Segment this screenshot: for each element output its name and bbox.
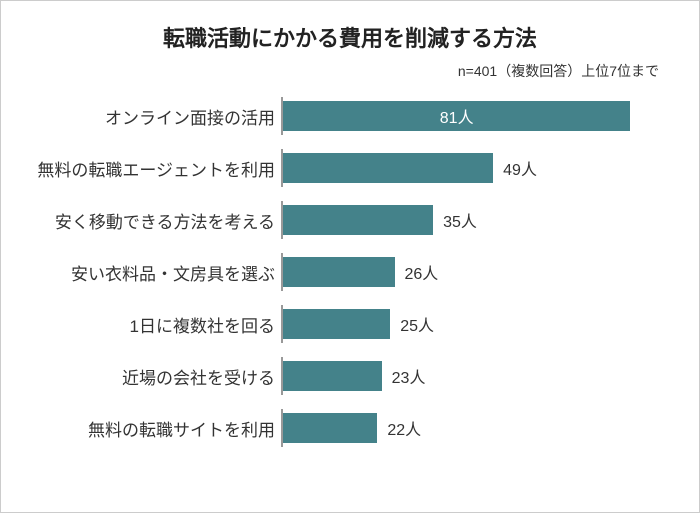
- bar-value: 35人: [443, 208, 477, 232]
- bar-value: 23人: [392, 364, 426, 388]
- bar-label: 近場の会社を受ける: [31, 364, 281, 389]
- bar-label: 1日に複数社を回る: [31, 312, 281, 337]
- bar-label: 安く移動できる方法を考える: [31, 208, 281, 233]
- bar-label: 無料の転職サイトを利用: [31, 416, 281, 441]
- bar-rows: オンライン面接の活用 81人無料の転職エージェントを利用 49人安く移動できる方法を…: [31, 97, 669, 447]
- bar: 81人: [283, 101, 630, 131]
- bar-label: オンライン面接の活用: [31, 104, 281, 129]
- bar-area: 23人: [281, 357, 669, 395]
- bar-row: 安い衣料品・文房具を選ぶ 26人: [31, 253, 669, 291]
- bar-area: 25人: [281, 305, 669, 343]
- bar-value: 25人: [400, 312, 434, 336]
- chart-title: 転職活動にかかる費用を削減する方法: [31, 21, 669, 53]
- bar-area: 22人: [281, 409, 669, 447]
- bar-row: 1日に複数社を回る 25人: [31, 305, 669, 343]
- bar-row: 無料の転職サイトを利用 22人: [31, 409, 669, 447]
- bar: [283, 361, 382, 391]
- chart-container: 転職活動にかかる費用を削減する方法 n=401（複数回答）上位7位まで オンライ…: [0, 0, 700, 513]
- bar-area: 49人: [281, 149, 669, 187]
- bar-row: 無料の転職エージェントを利用 49人: [31, 149, 669, 187]
- bar: [283, 153, 493, 183]
- bar-row: オンライン面接の活用 81人: [31, 97, 669, 135]
- bar-row: 安く移動できる方法を考える 35人: [31, 201, 669, 239]
- bar-value: 81人: [440, 104, 474, 128]
- bar-value: 49人: [503, 156, 537, 180]
- bar-area: 81人: [281, 97, 669, 135]
- bar-row: 近場の会社を受ける 23人: [31, 357, 669, 395]
- bar-label: 無料の転職エージェントを利用: [31, 156, 281, 181]
- chart-subtitle: n=401（複数回答）上位7位まで: [31, 61, 669, 81]
- bar: [283, 413, 377, 443]
- bar: [283, 205, 433, 235]
- bar-value: 26人: [405, 260, 439, 284]
- bar-area: 35人: [281, 201, 669, 239]
- bar-label: 安い衣料品・文房具を選ぶ: [31, 260, 281, 285]
- bar: [283, 257, 395, 287]
- bar: [283, 309, 390, 339]
- bar-value: 22人: [387, 416, 421, 440]
- bar-area: 26人: [281, 253, 669, 291]
